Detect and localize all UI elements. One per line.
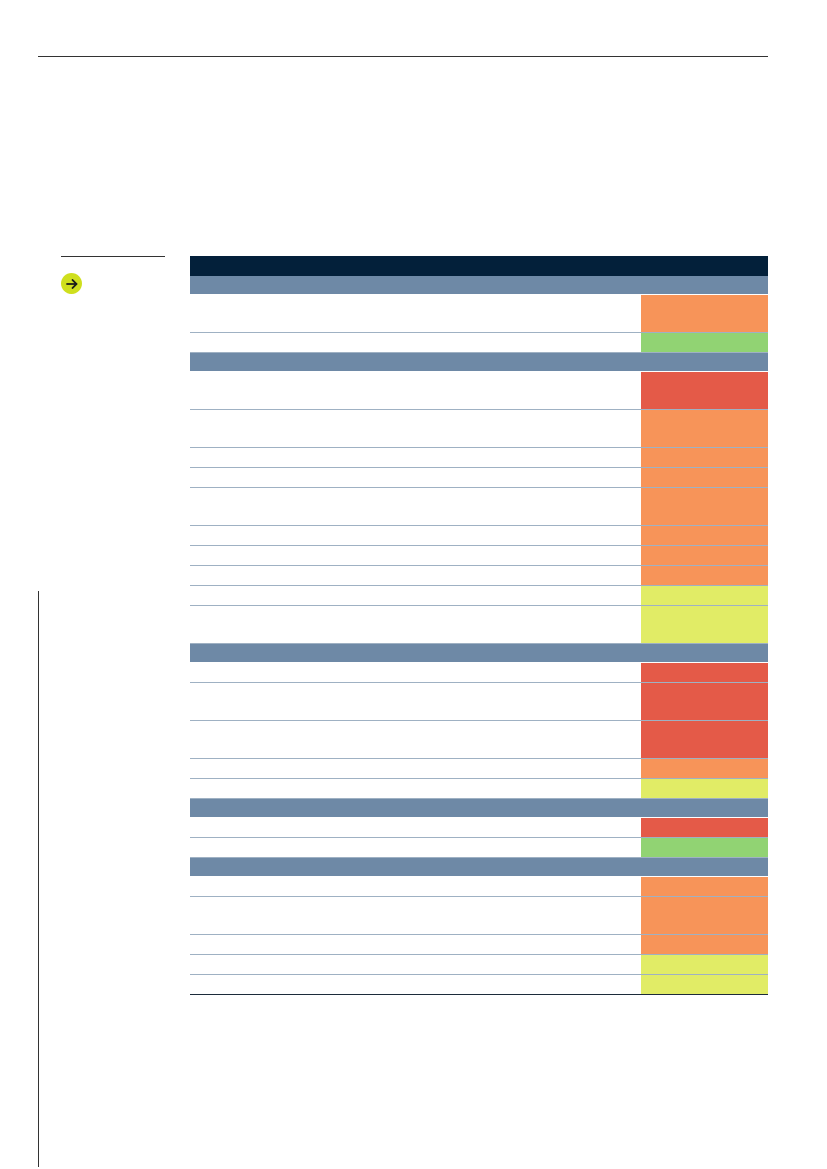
table-section-header bbox=[190, 644, 768, 663]
rating-cell-elevated bbox=[641, 295, 768, 332]
row-label bbox=[190, 935, 640, 954]
row-label bbox=[190, 877, 640, 896]
table-row bbox=[190, 546, 768, 566]
table-row bbox=[190, 488, 768, 526]
rating-cell-elevated bbox=[641, 468, 768, 487]
risk-rating-table bbox=[190, 256, 768, 995]
rating-cell-low bbox=[641, 333, 768, 352]
table-row bbox=[190, 586, 768, 606]
rating-cell-elevated bbox=[641, 410, 768, 447]
table-body bbox=[190, 276, 768, 995]
row-label bbox=[190, 975, 640, 994]
rating-cell-high bbox=[641, 683, 768, 720]
table-row bbox=[190, 955, 768, 975]
rating-cell-high bbox=[641, 818, 768, 837]
row-label bbox=[190, 606, 640, 643]
arrow-right-icon bbox=[61, 273, 82, 294]
table-section-header bbox=[190, 799, 768, 818]
row-label bbox=[190, 410, 640, 447]
rating-cell-high bbox=[641, 372, 768, 409]
row-label bbox=[190, 663, 640, 682]
table-row bbox=[190, 448, 768, 468]
row-label bbox=[190, 838, 640, 857]
rating-cell-elevated bbox=[641, 488, 768, 525]
rating-cell-high bbox=[641, 663, 768, 682]
table-row bbox=[190, 333, 768, 353]
rating-cell-moderate bbox=[641, 779, 768, 798]
table-section-header bbox=[190, 276, 768, 295]
table-row bbox=[190, 526, 768, 546]
row-label bbox=[190, 897, 640, 934]
table-row bbox=[190, 975, 768, 995]
table-row bbox=[190, 818, 768, 838]
row-label bbox=[190, 759, 640, 778]
row-label bbox=[190, 683, 640, 720]
rating-cell-elevated bbox=[641, 526, 768, 545]
rating-cell-moderate bbox=[641, 955, 768, 974]
rating-cell-elevated bbox=[641, 759, 768, 778]
table-row bbox=[190, 468, 768, 488]
row-label bbox=[190, 566, 640, 585]
rating-cell-high bbox=[641, 721, 768, 758]
table-row bbox=[190, 295, 768, 333]
row-label bbox=[190, 468, 640, 487]
margin-note-rule bbox=[61, 256, 165, 257]
table-row bbox=[190, 410, 768, 448]
rating-cell-elevated bbox=[641, 566, 768, 585]
table-header bbox=[190, 256, 768, 276]
table-row bbox=[190, 838, 768, 858]
margin-side-rule bbox=[38, 591, 39, 1167]
table-row bbox=[190, 721, 768, 759]
table-row bbox=[190, 877, 768, 897]
rating-cell-moderate bbox=[641, 586, 768, 605]
row-label bbox=[190, 779, 640, 798]
table-row bbox=[190, 935, 768, 955]
rating-cell-elevated bbox=[641, 897, 768, 934]
table-row bbox=[190, 372, 768, 410]
table-section-header bbox=[190, 353, 768, 372]
rating-cell-elevated bbox=[641, 546, 768, 565]
rating-cell-elevated bbox=[641, 935, 768, 954]
rating-cell-elevated bbox=[641, 448, 768, 467]
table-row bbox=[190, 779, 768, 799]
row-label bbox=[190, 721, 640, 758]
table-row bbox=[190, 683, 768, 721]
table-row bbox=[190, 759, 768, 779]
row-label bbox=[190, 955, 640, 974]
row-label bbox=[190, 546, 640, 565]
rating-cell-low bbox=[641, 838, 768, 857]
row-label bbox=[190, 586, 640, 605]
row-label bbox=[190, 488, 640, 525]
row-label bbox=[190, 333, 640, 352]
row-label bbox=[190, 372, 640, 409]
rating-cell-moderate bbox=[641, 606, 768, 643]
table-row bbox=[190, 606, 768, 644]
table-row bbox=[190, 663, 768, 683]
header-rule bbox=[38, 56, 768, 57]
table-row bbox=[190, 897, 768, 935]
rating-cell-moderate bbox=[641, 975, 768, 994]
rating-cell-elevated bbox=[641, 877, 768, 896]
row-label bbox=[190, 448, 640, 467]
row-label bbox=[190, 526, 640, 545]
row-label bbox=[190, 295, 640, 332]
table-row bbox=[190, 566, 768, 586]
table-section-header bbox=[190, 858, 768, 877]
row-label bbox=[190, 818, 640, 837]
